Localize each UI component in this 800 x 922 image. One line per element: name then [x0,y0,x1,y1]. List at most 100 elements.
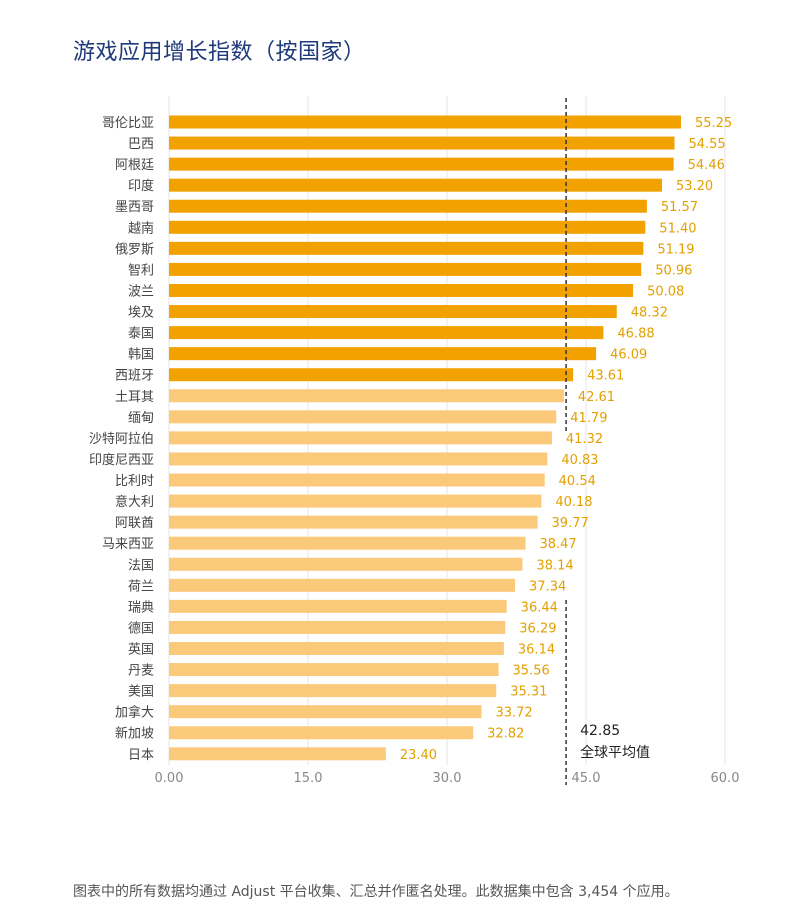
bar [169,599,507,613]
value-label: 40.18 [555,495,592,510]
category-label: 德国 [128,621,154,636]
value-label: 50.08 [647,284,684,299]
category-label: 比利时 [115,474,154,489]
value-label: 51.19 [657,242,694,257]
category-label: 埃及 [128,306,154,321]
bar [169,494,542,508]
value-label: 53.20 [676,179,713,194]
bar [169,536,526,550]
category-label: 马来西亚 [102,537,154,552]
value-label: 38.14 [536,558,573,573]
category-label: 新加坡 [115,726,154,742]
category-label: 泰国 [128,327,154,342]
bar [169,368,574,382]
value-label: 51.57 [661,200,698,215]
footnote: 图表中的所有数据均通过 Adjust 平台收集、汇总并作匿名处理。此数据集中包含… [73,884,679,900]
value-label: 36.44 [521,600,558,615]
bar [169,136,675,150]
bar [169,473,545,487]
category-label: 土耳其 [115,390,154,405]
bar [169,220,646,234]
value-label: 50.96 [655,263,692,278]
category-label: 意大利 [115,494,154,510]
category-label: 荷兰 [128,579,154,594]
value-label: 55.25 [695,116,732,131]
category-label: 加拿大 [115,705,154,721]
category-label: 阿根廷 [115,158,154,173]
value-label: 54.46 [688,158,725,173]
category-label: 智利 [128,263,154,278]
bar [169,452,548,466]
x-tick-label: 0.00 [155,771,184,786]
value-label: 54.55 [688,137,725,152]
value-label: 46.09 [610,348,647,363]
bar [169,347,597,361]
category-label: 韩国 [128,348,154,363]
value-label: 41.32 [566,432,603,447]
value-label: 42.61 [578,390,615,405]
bar [169,305,617,319]
value-label: 48.32 [631,306,668,321]
value-label: 35.56 [513,664,550,679]
category-label: 越南 [128,220,154,236]
category-label: 阿联酋 [115,515,154,531]
average-value-label: 42.85 [580,723,620,739]
value-label: 39.77 [552,516,589,531]
category-label: 瑞典 [128,600,154,615]
bar [169,326,604,340]
value-label: 43.61 [587,369,624,384]
bar [169,705,482,719]
value-label: 23.40 [400,748,437,763]
category-label: 西班牙 [115,369,154,384]
x-tick-label: 60.0 [711,771,740,786]
category-label: 印度 [128,178,154,194]
bar [169,178,662,192]
value-label: 41.79 [570,411,607,426]
category-label: 美国 [128,685,154,700]
category-label: 俄罗斯 [115,242,154,257]
category-label: 墨西哥 [115,200,154,215]
average-label: 全球平均值 [580,744,650,761]
chart-title: 游戏应用增长指数（按国家） [73,40,366,65]
bar [169,515,538,529]
category-label: 英国 [128,643,154,658]
value-label: 32.82 [487,727,524,742]
bar [169,199,647,213]
bar [169,578,516,592]
category-label: 缅甸 [128,411,154,426]
category-label: 印度尼西亚 [89,452,154,468]
bar [169,642,504,655]
bar [169,262,642,276]
bar [169,747,386,761]
value-label: 33.72 [495,706,532,721]
x-tick-label: 15.0 [294,771,323,786]
bar [169,726,474,740]
bar [169,620,506,634]
bar [169,557,523,571]
category-label: 哥伦比亚 [102,116,154,131]
value-label: 35.31 [510,685,547,700]
value-label: 46.88 [617,327,654,342]
value-label: 40.83 [561,453,598,468]
bar [169,410,557,424]
bar [169,663,499,677]
bar [169,241,644,255]
value-label: 36.14 [518,643,555,658]
bar [169,684,497,698]
category-label: 沙特阿拉伯 [89,432,154,447]
bar [169,115,681,129]
bar-chart: 0.00 15.0 30.0 45.0 60.0 哥伦比亚 55.25 巴西 54.55 阿根廷 5… [89,96,740,786]
category-label: 法国 [128,558,154,573]
bar [169,157,674,171]
value-label: 37.34 [529,579,566,594]
category-label: 日本 [128,748,154,763]
value-label: 36.29 [519,621,556,636]
x-tick-label: 30.0 [433,771,462,786]
value-label: 51.40 [659,221,696,236]
bar [169,283,634,297]
category-label: 巴西 [128,137,154,152]
value-label: 38.47 [539,537,576,552]
bar [169,431,552,445]
category-label: 丹麦 [128,664,154,679]
category-label: 波兰 [128,284,154,299]
